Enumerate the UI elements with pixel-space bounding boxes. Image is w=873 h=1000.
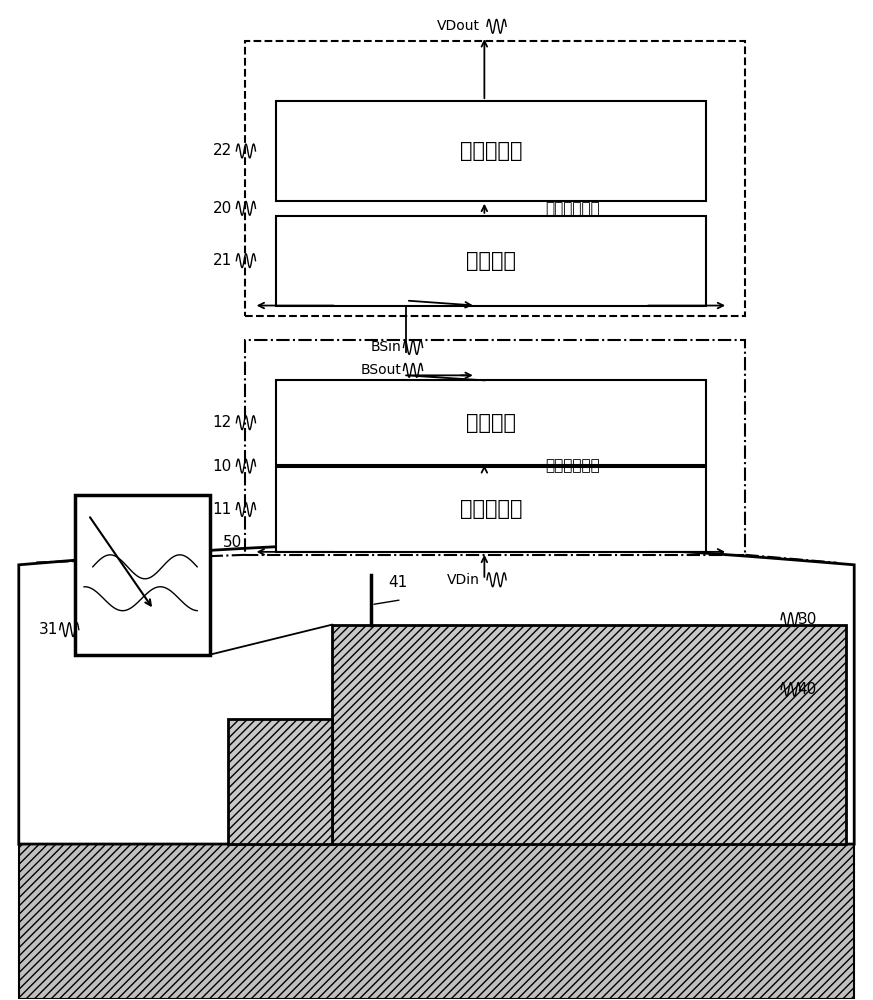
Bar	[276, 380, 706, 465]
Text: 22: 22	[213, 143, 232, 158]
Text: 30: 30	[798, 612, 817, 627]
Bar	[245, 340, 746, 555]
Text: 50: 50	[223, 535, 243, 550]
Text: 流编码部: 流编码部	[466, 413, 516, 433]
Text: 40: 40	[798, 682, 817, 697]
Text: 11: 11	[213, 502, 232, 517]
Bar	[75, 495, 210, 655]
Bar	[276, 467, 706, 552]
Text: 31: 31	[38, 622, 58, 637]
Polygon shape	[19, 844, 854, 999]
Text: BSout: BSout	[361, 363, 402, 377]
Text: VDin: VDin	[447, 573, 480, 587]
Bar	[276, 216, 706, 306]
Text: BSin: BSin	[371, 340, 402, 354]
Text: 图像编码部: 图像编码部	[460, 499, 522, 519]
Polygon shape	[332, 625, 846, 844]
Text: 20: 20	[213, 201, 232, 216]
Text: 41: 41	[388, 575, 408, 590]
Text: 图像编码装置: 图像编码装置	[546, 459, 600, 474]
Text: 10: 10	[213, 459, 232, 474]
Text: 流解码部: 流解码部	[466, 251, 516, 271]
Text: 12: 12	[213, 415, 232, 430]
Bar	[276, 101, 706, 201]
Polygon shape	[19, 543, 854, 844]
Bar	[245, 41, 746, 316]
Text: 图像解码部: 图像解码部	[460, 141, 522, 161]
Polygon shape	[228, 719, 332, 844]
Text: 21: 21	[213, 253, 232, 268]
Text: VDout: VDout	[437, 19, 480, 33]
Text: 图像解码装置: 图像解码装置	[546, 201, 600, 216]
